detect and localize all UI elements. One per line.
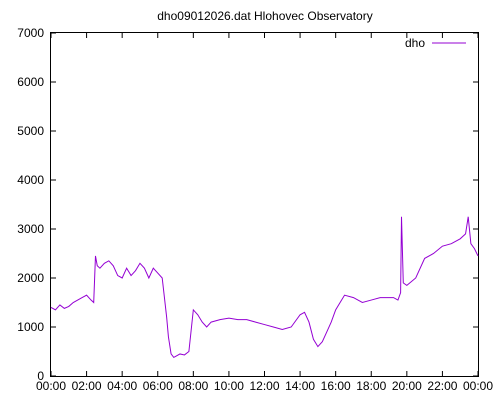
- x-tick-label: 12:00: [249, 379, 279, 393]
- chart-title: dho09012026.dat Hlohovec Observatory: [157, 9, 372, 23]
- x-tick-label: 04:00: [107, 379, 137, 393]
- x-tick-label: 20:00: [392, 379, 422, 393]
- y-tick-label: 1000: [17, 320, 44, 334]
- x-tick-label: 14:00: [285, 379, 315, 393]
- y-tick-label: 5000: [17, 124, 44, 138]
- y-axis: 0 1000 2000 3000 4000 5000 6000 7000: [17, 26, 478, 383]
- x-tick-label: 06:00: [143, 379, 173, 393]
- x-tick-label: 00:00: [36, 379, 66, 393]
- plot-frame: [50, 32, 479, 377]
- y-tick-label: 0: [37, 369, 44, 383]
- series-line-dho: [50, 216, 479, 359]
- y-tick-label: 7000: [17, 26, 44, 40]
- x-tick-label: 16:00: [321, 379, 351, 393]
- y-tick-label: 3000: [17, 222, 44, 236]
- legend: dho: [405, 36, 466, 50]
- x-tick-label: 10:00: [214, 379, 244, 393]
- x-tick-label: 22:00: [427, 379, 457, 393]
- y-tick-label: 4000: [17, 173, 44, 187]
- x-axis: 00:00 02:00 04:00 06:00 08:00 10:00 12:00 14:00…: [36, 33, 493, 393]
- x-tick-label: 02:00: [72, 379, 102, 393]
- y-tick-label: 2000: [17, 271, 44, 285]
- y-tick-label: 6000: [17, 75, 44, 89]
- legend-label-dho: dho: [405, 36, 425, 50]
- x-tick-label: 00:00: [463, 379, 493, 393]
- x-tick-label: 18:00: [356, 379, 386, 393]
- x-tick-label: 08:00: [178, 379, 208, 393]
